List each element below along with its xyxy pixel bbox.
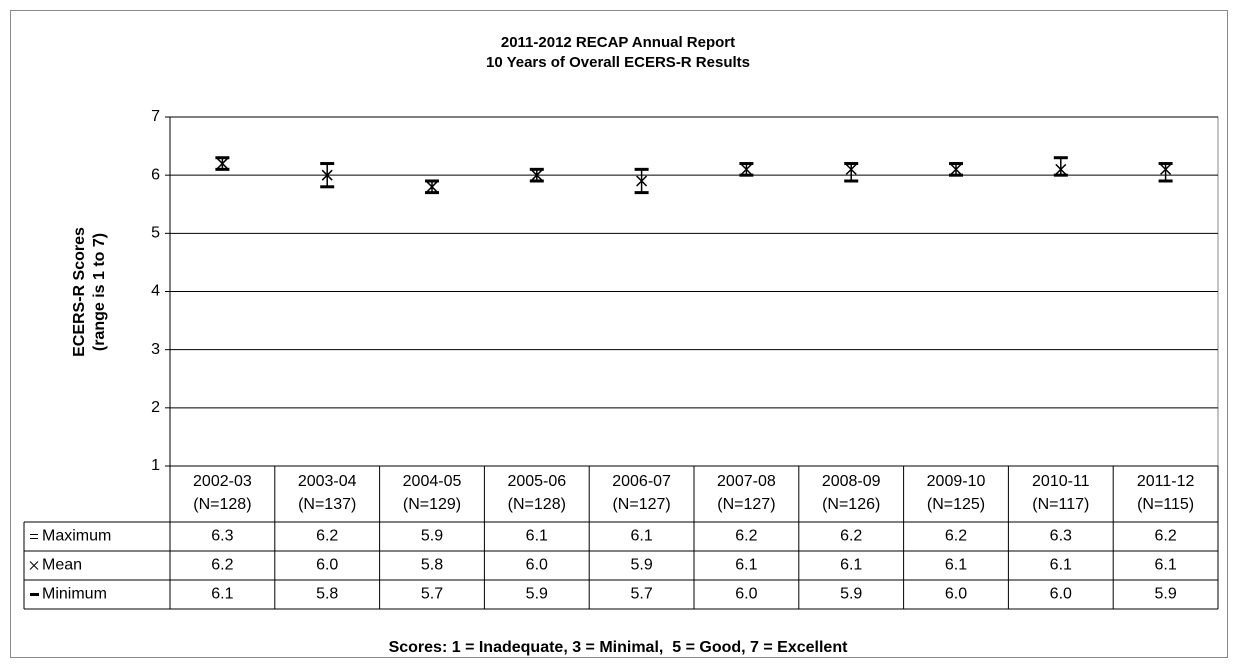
data-label: 6.2 xyxy=(316,528,338,545)
y-tick-label: 6 xyxy=(151,166,160,183)
chart-title: 2011-2012 RECAP Annual Report xyxy=(501,34,735,51)
legend-marker xyxy=(29,561,39,570)
data-label: 6.2 xyxy=(840,528,862,545)
x-tick-label: (N=128) xyxy=(508,496,566,513)
mean-marker xyxy=(426,181,438,193)
data-label: 5.8 xyxy=(421,557,443,574)
x-tick-label: (N=126) xyxy=(822,496,880,513)
mean-marker xyxy=(636,175,648,187)
data-label: 5.9 xyxy=(840,586,862,603)
x-tick-label: (N=129) xyxy=(403,496,461,513)
data-label: 6.2 xyxy=(1154,528,1176,545)
x-tick-label: 2003-04 xyxy=(298,473,357,490)
mean-marker xyxy=(1160,163,1172,175)
y-tick-label: 7 xyxy=(151,108,160,125)
mean-marker xyxy=(321,169,333,181)
x-tick-label: 2006-07 xyxy=(612,473,671,490)
y-axis-label: ECERS-R Scores xyxy=(71,227,88,357)
data-label: 6.0 xyxy=(316,557,338,574)
data-label: 5.7 xyxy=(630,586,652,603)
data-label: 6.1 xyxy=(630,528,652,545)
x-tick-label: (N=127) xyxy=(717,496,775,513)
legend-label: Minimum xyxy=(42,586,107,603)
y-axis-label: (range is 1 to 7) xyxy=(91,233,108,351)
mean-marker xyxy=(531,169,543,181)
x-tick-label: (N=117) xyxy=(1032,496,1089,513)
data-label: 6.0 xyxy=(945,586,967,603)
data-label: 6.3 xyxy=(1050,528,1072,545)
data-label: 6.0 xyxy=(735,586,757,603)
mean-marker xyxy=(1055,163,1067,175)
y-tick-label: 1 xyxy=(151,457,160,474)
data-label: 6.1 xyxy=(840,557,862,574)
footnote: Scores: 1 = Inadequate, 3 = Minimal, 5 =… xyxy=(389,639,849,656)
chart-border xyxy=(10,10,1228,658)
legend-label: Maximum xyxy=(42,528,111,545)
x-tick-label: 2011-12 xyxy=(1137,473,1195,490)
data-label: 6.1 xyxy=(735,557,757,574)
x-tick-label: 2007-08 xyxy=(717,473,776,490)
data-label: 6.1 xyxy=(1050,557,1072,574)
x-tick-label: 2010-11 xyxy=(1032,473,1090,490)
x-tick-label: (N=128) xyxy=(193,496,251,513)
y-tick-label: 4 xyxy=(151,283,160,300)
data-label: 5.8 xyxy=(316,586,338,603)
legend-label: Mean xyxy=(42,557,82,574)
data-label: 5.9 xyxy=(421,528,443,545)
x-tick-label: 2004-05 xyxy=(403,473,462,490)
x-tick-label: (N=125) xyxy=(927,496,985,513)
y-tick-label: 2 xyxy=(151,399,160,416)
y-tick-label: 5 xyxy=(151,225,160,242)
x-tick-label: (N=115) xyxy=(1137,496,1194,513)
data-label: 6.1 xyxy=(526,528,548,545)
x-tick-label: 2002-03 xyxy=(193,473,252,490)
mean-marker xyxy=(216,158,228,170)
data-label: 6.0 xyxy=(1050,586,1072,603)
data-label: 5.9 xyxy=(526,586,548,603)
mean-marker xyxy=(845,163,857,175)
data-label: 6.1 xyxy=(211,586,233,603)
data-label: 5.7 xyxy=(421,586,443,603)
data-label: 6.2 xyxy=(945,528,967,545)
x-tick-label: (N=127) xyxy=(612,496,670,513)
data-label: 6.2 xyxy=(211,557,233,574)
data-label: 5.9 xyxy=(1154,586,1176,603)
data-label: 6.0 xyxy=(526,557,548,574)
mean-marker xyxy=(740,163,752,175)
x-tick-label: 2008-09 xyxy=(822,473,881,490)
x-tick-label: 2009-10 xyxy=(927,473,986,490)
data-label: 5.9 xyxy=(630,557,652,574)
data-label: 6.1 xyxy=(945,557,967,574)
chart-subtitle: 10 Years of Overall ECERS-R Results xyxy=(486,54,750,71)
data-label: 6.2 xyxy=(735,528,757,545)
data-label: 6.3 xyxy=(211,528,233,545)
x-tick-label: (N=137) xyxy=(298,496,356,513)
x-tick-label: 2005-06 xyxy=(507,473,566,490)
y-tick-label: 3 xyxy=(151,341,160,358)
data-label: 6.1 xyxy=(1154,557,1176,574)
mean-marker xyxy=(950,163,962,175)
